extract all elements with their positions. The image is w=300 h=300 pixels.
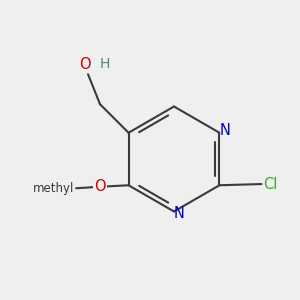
Text: N: N xyxy=(219,123,230,138)
Text: H: H xyxy=(100,57,110,70)
Text: methyl: methyl xyxy=(33,182,74,195)
Text: N: N xyxy=(174,206,184,220)
Text: O: O xyxy=(94,179,106,194)
Text: O: O xyxy=(80,57,91,72)
Text: Cl: Cl xyxy=(263,176,277,191)
